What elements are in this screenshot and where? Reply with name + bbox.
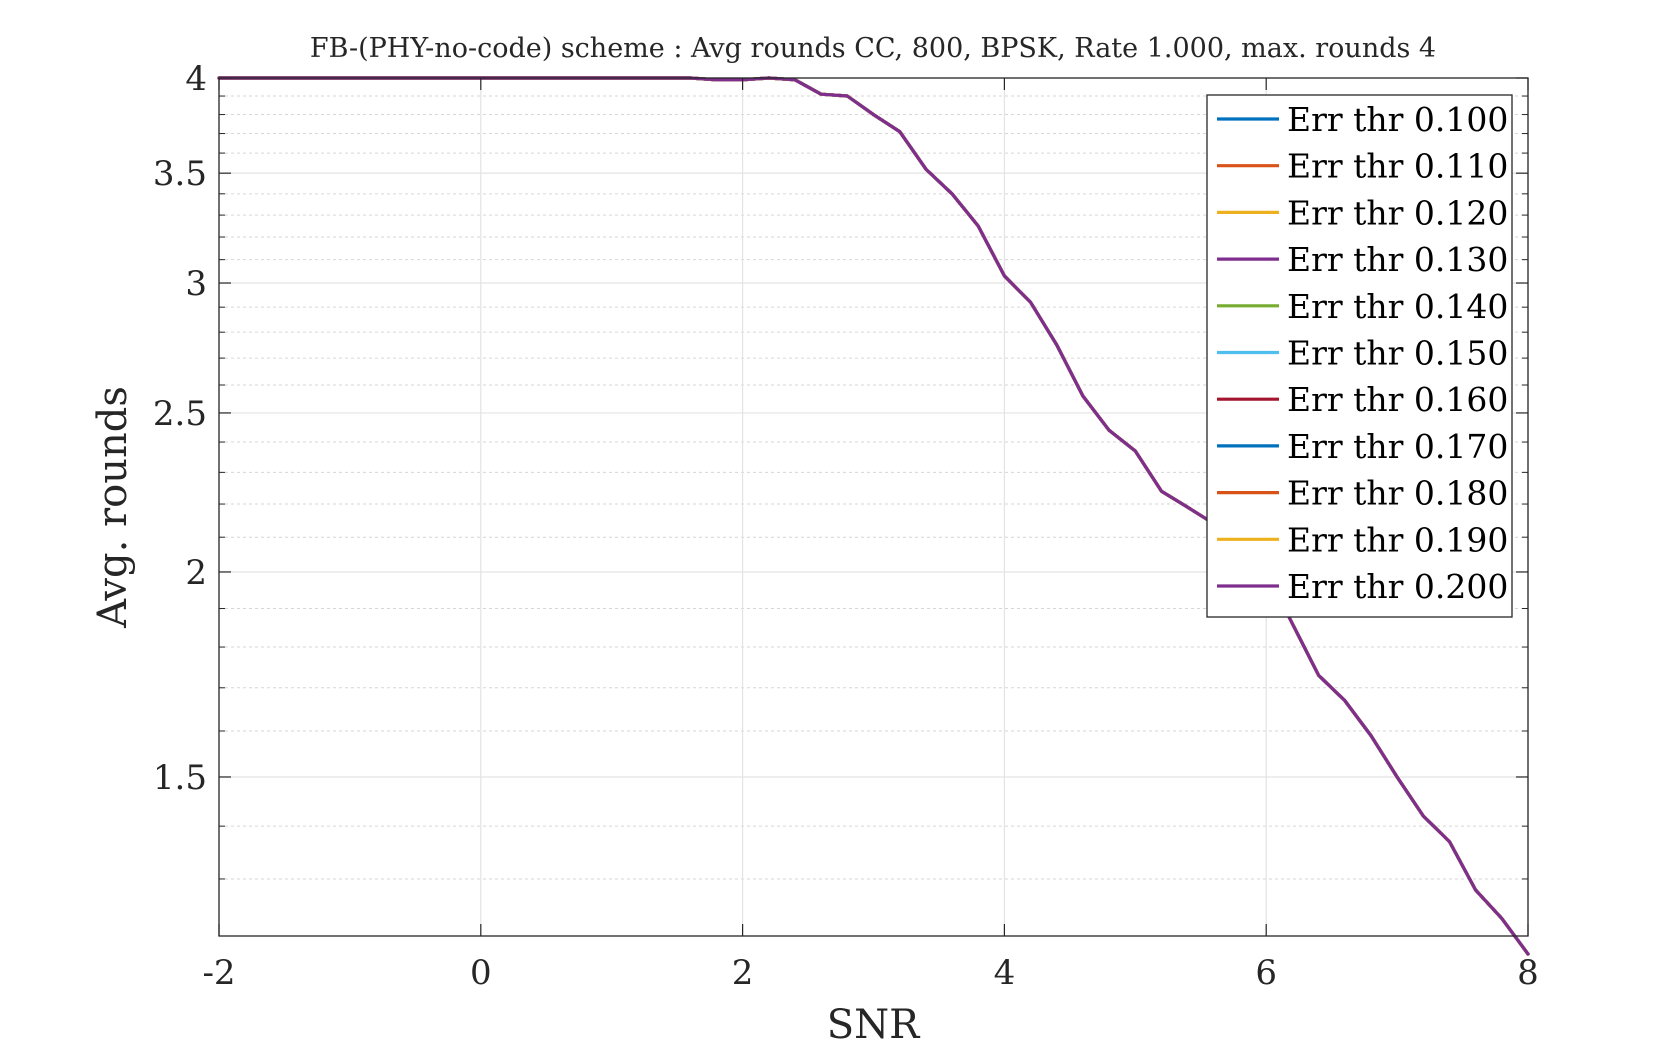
y-tick-labels: 1.5 2 2.5 3 3.5 4 [153,59,207,798]
y-tick-label: 3.5 [153,154,207,194]
legend-label: Err thr 0.150 [1287,334,1508,373]
y-axis-label: Avg. rounds [90,386,136,629]
chart-title: FB-(PHY-no-code) scheme : Avg rounds CC,… [310,33,1436,64]
legend-label: Err thr 0.140 [1287,287,1508,326]
legend-label: Err thr 0.180 [1287,474,1508,513]
x-tick-label: 0 [470,953,492,993]
legend-label: Err thr 0.190 [1287,520,1508,559]
legend-label: Err thr 0.200 [1287,567,1508,606]
legend-label: Err thr 0.130 [1287,240,1508,279]
legend-entries: Err thr 0.100 Err thr 0.110 Err thr 0.120 E… [1217,100,1508,606]
x-tick-label: 8 [1517,953,1539,993]
legend-label: Err thr 0.110 [1287,147,1508,186]
y-tick-label: 2.5 [153,394,207,434]
legend-label: Err thr 0.170 [1287,427,1508,466]
x-tick-label: -2 [202,953,235,993]
legend-box [1206,94,1513,618]
x-axis-label: SNR [827,1002,921,1042]
y-tick-label: 2 [185,553,207,593]
axis-ticks [218,77,1529,936]
y-tick-label: 4 [185,59,207,99]
y-tick-label: 1.5 [153,758,207,798]
plot-frame [218,77,1529,937]
minor-gridlines [219,95,1528,880]
legend: Err thr 0.100 Err thr 0.110 Err thr 0.120 E… [1206,94,1513,618]
legend-label: Err thr 0.160 [1287,380,1508,419]
x-tick-label: 6 [1255,953,1277,993]
legend-label: Err thr 0.100 [1287,100,1508,139]
x-tick-labels: -2 0 2 4 6 8 [202,953,1538,993]
legend-label: Err thr 0.120 [1287,193,1508,232]
x-tick-label: 2 [732,953,754,993]
x-tick-label: 4 [994,953,1016,993]
y-tick-label: 3 [185,264,207,304]
